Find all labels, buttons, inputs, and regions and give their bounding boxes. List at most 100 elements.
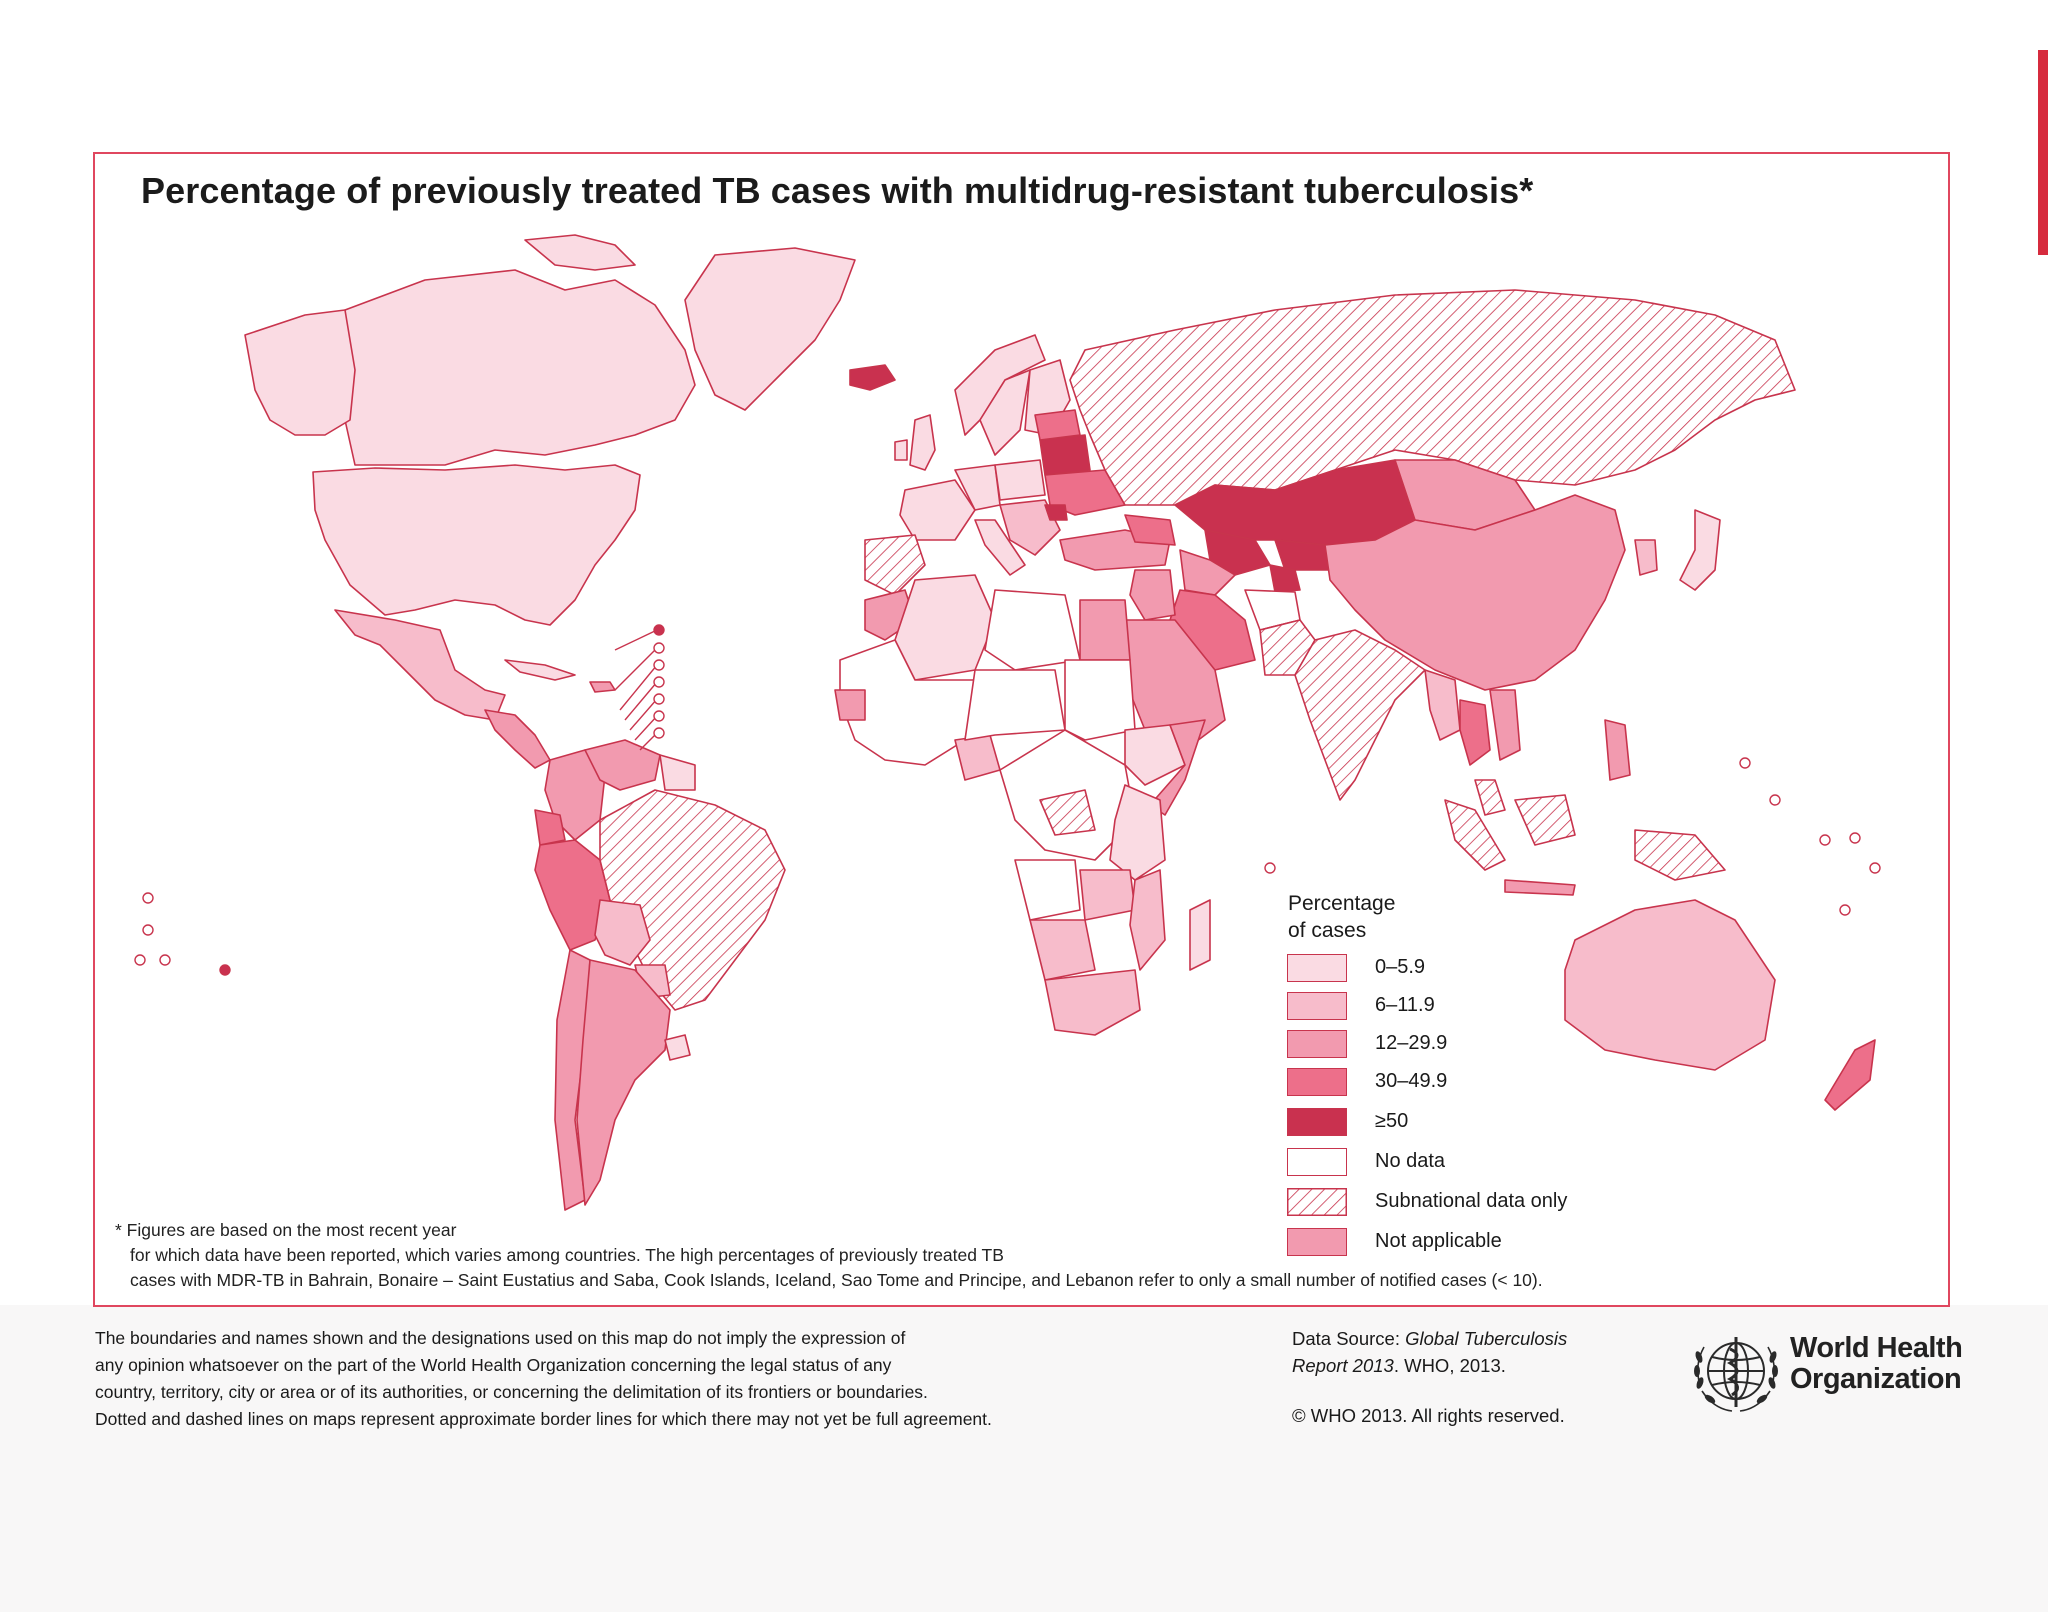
region-japan — [1679, 509, 1721, 591]
legend-label: 0–5.9 — [1375, 956, 1426, 978]
region-madagascar — [1189, 899, 1211, 971]
region-peru — [534, 839, 611, 951]
region-libya — [984, 589, 1081, 671]
region-cuba — [504, 659, 576, 681]
region-baltics — [1034, 409, 1081, 441]
region-indonesia-java — [1504, 879, 1576, 896]
region-russia — [1069, 289, 1796, 506]
region-balkans — [999, 499, 1061, 556]
region-uruguay — [664, 1034, 691, 1061]
region-sudan — [1064, 659, 1136, 741]
region-iceland — [849, 364, 896, 391]
region-indonesia-sumatra — [1444, 799, 1506, 871]
region-france — [899, 479, 976, 541]
region-sweden — [979, 369, 1031, 456]
region-mexico — [334, 609, 506, 721]
region-canada — [334, 269, 696, 466]
data-source-publication: Global Tuberculosis — [1405, 1328, 1568, 1349]
region-venezuela — [584, 739, 661, 791]
region-namibia-botswana — [1029, 919, 1096, 981]
legend-item: 12–29.9 — [1287, 1030, 1617, 1062]
data-source-suffix: . WHO, 2013. — [1393, 1355, 1506, 1376]
region-south-africa — [1044, 969, 1141, 1036]
region-malay — [1474, 779, 1506, 816]
region-ethiopia — [1124, 724, 1186, 786]
legend-swatch — [1287, 1068, 1347, 1096]
legend-item: 0–5.9 — [1287, 954, 1617, 986]
disclaimer-line: any opinion whatsoever on the part of th… — [95, 1355, 892, 1375]
region-argentina — [576, 959, 671, 1206]
who-name-line1: World Health — [1790, 1332, 1963, 1364]
region-iraq-syria — [1129, 569, 1176, 621]
world-map — [134, 234, 1881, 1211]
region-indonesia-borneo — [1514, 794, 1576, 846]
region-thailand — [1459, 699, 1491, 766]
legend-label: No data — [1375, 1150, 1446, 1172]
legend-swatch — [1287, 992, 1347, 1020]
region-vietnam — [1489, 689, 1521, 761]
lower-background — [0, 1305, 2048, 1612]
region-bolivia — [594, 899, 651, 966]
footnote-line: cases with MDR-TB in Bahrain, Bonaire – … — [130, 1270, 1543, 1290]
region-arctic-islands — [524, 234, 636, 271]
region-tajikistan — [1269, 564, 1301, 593]
region-somalia — [1149, 719, 1206, 816]
region-moldova — [1044, 504, 1068, 521]
region-uzbekistan — [1204, 529, 1271, 576]
region-belarus — [1039, 434, 1091, 476]
region-turkmenistan — [1179, 549, 1236, 596]
region-zambia — [1079, 869, 1136, 921]
region-ecuador — [534, 809, 566, 846]
legend-swatch — [1287, 1030, 1347, 1058]
disclaimer-line: Dotted and dashed lines on maps represen… — [95, 1409, 992, 1429]
region-australia — [1564, 899, 1776, 1071]
map-footnote: * Figures are based on the most recent y… — [115, 1218, 1543, 1293]
region-myanmar — [1424, 669, 1461, 741]
region-poland — [994, 459, 1046, 501]
region-central-america — [484, 709, 551, 769]
legend-label: 30–49.9 — [1375, 1070, 1448, 1092]
region-nigeria — [954, 734, 1001, 781]
legend-label: 6–11.9 — [1375, 994, 1435, 1016]
region-new-zealand — [1824, 1039, 1876, 1111]
legend-label: 12–29.9 — [1375, 1032, 1448, 1054]
map-title: Percentage of previously treated TB case… — [141, 170, 1534, 211]
region-guianas — [659, 754, 696, 791]
region-senegal — [834, 689, 866, 721]
data-source-prefix: Data Source: — [1292, 1328, 1406, 1349]
disclaimer: The boundaries and names shown and the d… — [95, 1325, 1275, 1433]
data-source-publication-cont: Report 2013 — [1292, 1355, 1394, 1376]
data-source: Data Source: Global Tuberculosis Report … — [1292, 1325, 1567, 1379]
footnote-line: * Figures are based on the most recent y… — [115, 1220, 457, 1240]
region-ukraine — [1044, 469, 1126, 516]
who-emblem-icon — [1694, 1337, 1778, 1412]
disclaimer-line: The boundaries and names shown and the d… — [95, 1328, 906, 1348]
region-india — [1294, 629, 1426, 801]
region-philippines — [1604, 719, 1631, 781]
region-mozambique — [1129, 869, 1166, 971]
region-drc-hatched — [1039, 789, 1096, 836]
legend-swatch — [1287, 1228, 1347, 1256]
who-name-line2: Organization — [1790, 1363, 1962, 1395]
region-algeria — [894, 574, 996, 681]
region-norway — [954, 334, 1046, 436]
who-name: World Health Organization — [1790, 1332, 1963, 1395]
legend-item: Not applicable — [1287, 1228, 1617, 1260]
region-angola — [1014, 859, 1081, 921]
footnote-line: for which data have been reported, which… — [130, 1245, 1004, 1265]
legend-label: Subnational data only — [1375, 1190, 1568, 1212]
slide-accent-bar — [2038, 50, 2048, 255]
legend-swatch — [1287, 1148, 1347, 1176]
region-uk — [909, 414, 936, 471]
data-source-line2: Report 2013. WHO, 2013. — [1292, 1352, 1567, 1379]
legend-item: 30–49.9 — [1287, 1068, 1617, 1100]
copyright-notice: © WHO 2013. All rights reserved. — [1292, 1405, 1565, 1426]
legend-item: ≥50 — [1287, 1108, 1617, 1140]
legend-item: No data — [1287, 1148, 1617, 1180]
region-korea — [1634, 539, 1658, 576]
legend-item: Subnational data only — [1287, 1188, 1617, 1220]
region-hispaniola — [589, 681, 616, 693]
region-caucasus — [1124, 514, 1176, 546]
data-source-line1: Data Source: Global Tuberculosis — [1292, 1325, 1567, 1352]
region-niger-chad — [964, 669, 1066, 741]
